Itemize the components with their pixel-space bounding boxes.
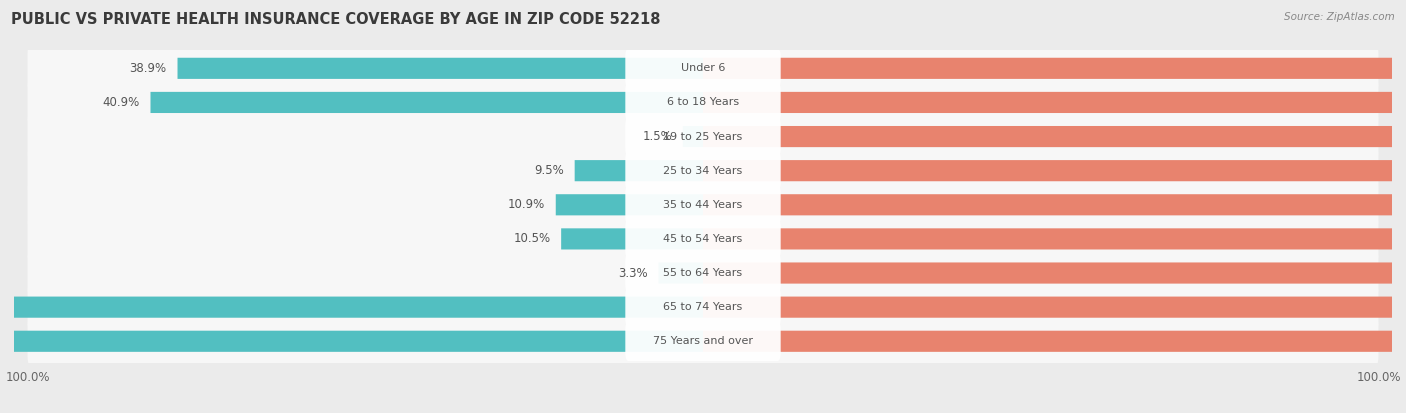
Text: 65 to 74 Years: 65 to 74 Years bbox=[664, 302, 742, 312]
Text: 35 to 44 Years: 35 to 44 Years bbox=[664, 200, 742, 210]
FancyBboxPatch shape bbox=[703, 160, 1406, 181]
FancyBboxPatch shape bbox=[658, 262, 703, 284]
FancyBboxPatch shape bbox=[703, 297, 1406, 318]
FancyBboxPatch shape bbox=[150, 92, 703, 113]
Text: 38.9%: 38.9% bbox=[129, 62, 167, 75]
FancyBboxPatch shape bbox=[177, 58, 703, 79]
Text: 25 to 34 Years: 25 to 34 Years bbox=[664, 166, 742, 176]
Text: 55 to 64 Years: 55 to 64 Years bbox=[664, 268, 742, 278]
FancyBboxPatch shape bbox=[28, 316, 1378, 366]
FancyBboxPatch shape bbox=[28, 282, 1378, 332]
Text: 3.3%: 3.3% bbox=[619, 266, 648, 280]
FancyBboxPatch shape bbox=[703, 92, 1406, 113]
Text: 40.9%: 40.9% bbox=[103, 96, 139, 109]
Text: 1.5%: 1.5% bbox=[643, 130, 672, 143]
FancyBboxPatch shape bbox=[703, 331, 1406, 352]
FancyBboxPatch shape bbox=[626, 117, 780, 157]
FancyBboxPatch shape bbox=[703, 58, 1406, 79]
Text: Under 6: Under 6 bbox=[681, 63, 725, 74]
Text: PUBLIC VS PRIVATE HEALTH INSURANCE COVERAGE BY AGE IN ZIP CODE 52218: PUBLIC VS PRIVATE HEALTH INSURANCE COVER… bbox=[11, 12, 661, 27]
FancyBboxPatch shape bbox=[703, 228, 1406, 249]
Text: 6 to 18 Years: 6 to 18 Years bbox=[666, 97, 740, 107]
FancyBboxPatch shape bbox=[683, 126, 703, 147]
FancyBboxPatch shape bbox=[703, 126, 1406, 147]
FancyBboxPatch shape bbox=[626, 49, 780, 88]
Text: Source: ZipAtlas.com: Source: ZipAtlas.com bbox=[1284, 12, 1395, 22]
FancyBboxPatch shape bbox=[28, 77, 1378, 128]
FancyBboxPatch shape bbox=[626, 83, 780, 122]
FancyBboxPatch shape bbox=[626, 219, 780, 259]
FancyBboxPatch shape bbox=[703, 194, 1406, 215]
FancyBboxPatch shape bbox=[28, 214, 1378, 264]
FancyBboxPatch shape bbox=[0, 297, 703, 318]
FancyBboxPatch shape bbox=[555, 194, 703, 215]
Text: 19 to 25 Years: 19 to 25 Years bbox=[664, 132, 742, 142]
FancyBboxPatch shape bbox=[626, 185, 780, 225]
Text: 45 to 54 Years: 45 to 54 Years bbox=[664, 234, 742, 244]
Text: 10.5%: 10.5% bbox=[513, 233, 550, 245]
FancyBboxPatch shape bbox=[0, 331, 703, 352]
FancyBboxPatch shape bbox=[28, 180, 1378, 230]
FancyBboxPatch shape bbox=[28, 248, 1378, 298]
Text: 10.9%: 10.9% bbox=[508, 198, 546, 211]
FancyBboxPatch shape bbox=[626, 321, 780, 361]
FancyBboxPatch shape bbox=[575, 160, 703, 181]
FancyBboxPatch shape bbox=[626, 253, 780, 293]
Text: 75 Years and over: 75 Years and over bbox=[652, 336, 754, 346]
FancyBboxPatch shape bbox=[703, 262, 1406, 284]
Text: 9.5%: 9.5% bbox=[534, 164, 564, 177]
FancyBboxPatch shape bbox=[626, 287, 780, 327]
FancyBboxPatch shape bbox=[561, 228, 703, 249]
FancyBboxPatch shape bbox=[28, 43, 1378, 94]
FancyBboxPatch shape bbox=[28, 145, 1378, 196]
FancyBboxPatch shape bbox=[626, 151, 780, 190]
FancyBboxPatch shape bbox=[28, 112, 1378, 162]
